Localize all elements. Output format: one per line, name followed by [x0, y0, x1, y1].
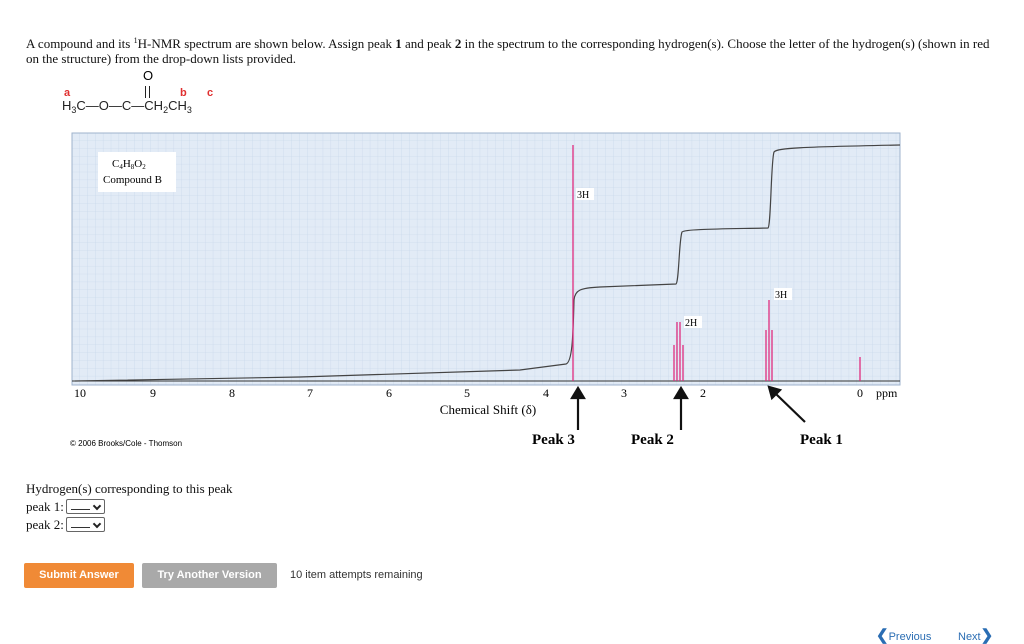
- plot-grid: [72, 133, 900, 385]
- formula-part: C: [112, 158, 119, 170]
- integration-label: 3H: [577, 190, 589, 201]
- axis-label: 8: [229, 386, 235, 400]
- axis-label: 4: [543, 386, 549, 400]
- axis-unit: ppm: [876, 386, 898, 400]
- formula-part: H: [123, 158, 131, 170]
- structure-formula: H3C—O—C—CH2CH3: [62, 98, 192, 115]
- subscript: 2: [163, 105, 168, 115]
- superscript: 1: [133, 36, 138, 45]
- arrows: [570, 385, 806, 430]
- dropdown[interactable]: [65, 516, 105, 532]
- axis-label: 7: [307, 386, 313, 400]
- axis-label: 6: [386, 386, 392, 400]
- arrowhead: [767, 385, 783, 401]
- label-box: [774, 288, 792, 300]
- axis-title: Chemical Shift (δ): [440, 402, 536, 417]
- integration-label: 3H: [775, 290, 787, 301]
- integration-label: 2H: [685, 318, 697, 329]
- previous-link[interactable]: ❮Previous: [876, 627, 932, 644]
- compound-box: [98, 152, 176, 192]
- compound-formula: C4H8O2: [112, 158, 146, 171]
- question-text: in the spectrum to the corresponding hyd…: [26, 36, 990, 66]
- question-bold: 1: [395, 36, 402, 51]
- copyright: © 2006 Brooks/Cole - Thomson: [70, 439, 182, 448]
- axis-label: 10: [74, 386, 86, 400]
- label-box: [684, 316, 702, 328]
- field-row: peak 2:: [26, 515, 233, 533]
- previous-text: Previous: [888, 631, 932, 643]
- next-link[interactable]: Next❯: [958, 627, 994, 644]
- hydrogen-label: a: [64, 87, 71, 99]
- subscript: 2: [142, 163, 146, 171]
- hydrogen-label: b: [180, 87, 187, 99]
- subscript: 3: [71, 105, 76, 115]
- question-text: H-NMR spectrum are shown below. Assign p…: [137, 36, 396, 51]
- next-text: Next: [958, 631, 981, 643]
- axis-label: 3: [621, 386, 627, 400]
- dropdown[interactable]: [65, 498, 105, 514]
- submit-button[interactable]: Submit Answer: [24, 563, 134, 588]
- arrowhead: [673, 385, 689, 400]
- field-label: peak 1:: [26, 498, 64, 514]
- peak-label: Peak 1: [800, 432, 843, 448]
- label-box: [576, 188, 594, 200]
- formula-part: H: [62, 98, 71, 113]
- axis-label: 9: [150, 386, 156, 400]
- peaks: [572, 145, 861, 381]
- field-row: peak 1:: [26, 497, 233, 515]
- formula-part: C—O—C—CH: [76, 98, 163, 113]
- form-heading: Hydrogen(s) corresponding to this peak: [26, 481, 233, 496]
- question: A compound and its 1H-NMR spectrum are s…: [26, 36, 1001, 66]
- integration-curve: [74, 144, 901, 382]
- arrow: [775, 393, 806, 423]
- attempts-text: 10 item attempts remaining: [290, 569, 423, 581]
- question-text: and peak: [401, 36, 455, 51]
- subscript: 3: [187, 105, 192, 115]
- plot-border: [71, 132, 901, 386]
- compound-name: Compound B: [103, 174, 162, 186]
- hydrogen-label: c: [207, 87, 213, 99]
- figure: O a b c H3C—O—C—CH2CH3 C4H8O2 Compound B…: [62, 68, 901, 448]
- axis-label: 2: [700, 386, 706, 400]
- question-bold: 2: [454, 36, 462, 51]
- retry-button[interactable]: Try Another Version: [142, 563, 277, 588]
- subscript: 4: [119, 163, 123, 171]
- question-text: A compound and its: [26, 36, 134, 51]
- axis-label: 5: [464, 386, 470, 400]
- peak-label: Peak 2: [631, 432, 674, 448]
- carbonyl-oxygen: O: [143, 68, 153, 83]
- field-label: peak 2:: [26, 516, 64, 532]
- axis-label: 0: [857, 386, 863, 400]
- peak-label: Peak 3: [532, 432, 575, 448]
- subscript: 8: [131, 163, 135, 171]
- formula-part: CH: [168, 98, 187, 113]
- formula-part: O: [134, 158, 142, 170]
- answer-form: Hydrogen(s) corresponding to this peak p…: [26, 480, 233, 533]
- arrowhead: [570, 385, 586, 400]
- axis-labels: 10 9 8 7 6 5 4 3 2 0: [74, 386, 863, 400]
